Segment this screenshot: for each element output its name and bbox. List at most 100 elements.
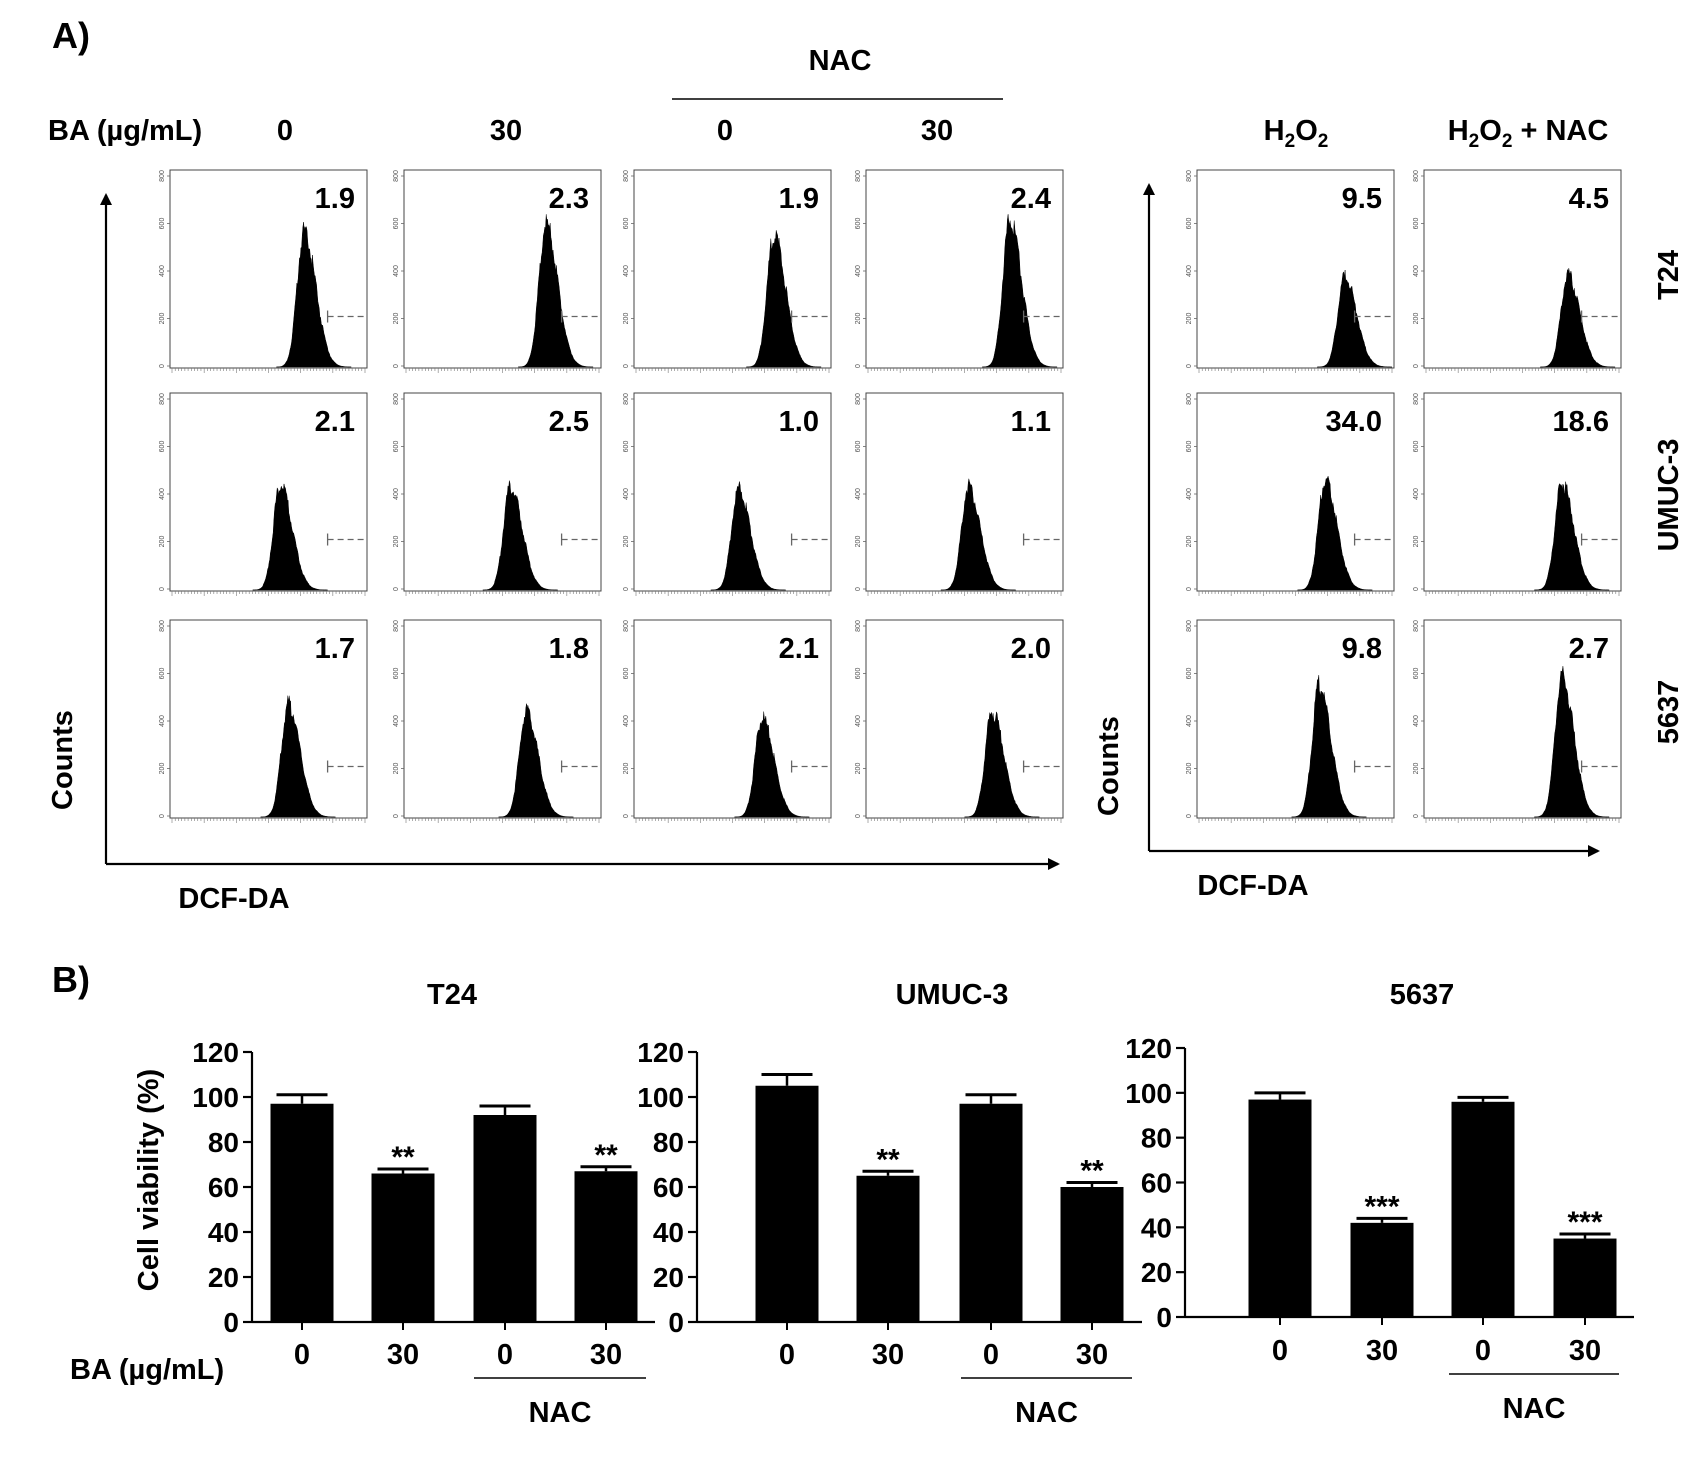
histogram-grid: 0 200 400 600 800 1.9 0 200 400 600 800 2.3 0 200 400 6…	[159, 169, 1622, 823]
category-label: 0	[779, 1339, 795, 1371]
histogram-y-tick-label: 800	[1413, 393, 1420, 405]
category-label: 0	[983, 1339, 999, 1371]
histogram-y-tick-label: 200	[1413, 536, 1420, 548]
category-label: 30	[590, 1339, 622, 1371]
histogram-value: 2.1	[315, 406, 355, 438]
histogram-y-tick-label: 800	[623, 170, 630, 182]
ba-label-a: BA (µg/mL)	[48, 115, 202, 147]
histogram-value: 1.9	[315, 183, 355, 215]
histogram-frame	[169, 619, 368, 819]
histogram-value: 9.8	[1342, 633, 1382, 665]
histogram-y-tick-label: 0	[1186, 814, 1193, 818]
category-label: 30	[1076, 1339, 1108, 1371]
histogram-y-tick-label: 400	[1413, 715, 1420, 727]
histogram-panel-l0-2: 0 200 400 600 800 1.9	[623, 169, 832, 373]
chart-title: 5637	[1390, 979, 1455, 1011]
histogram-y-tick-label: 200	[159, 313, 166, 325]
histogram-distribution	[276, 222, 352, 368]
histogram-y-tick-label: 0	[1413, 587, 1420, 591]
histogram-value: 34.0	[1326, 406, 1382, 438]
histogram-frame	[403, 619, 602, 819]
bar	[755, 1085, 819, 1322]
histogram-y-tick-label: 400	[393, 265, 400, 277]
y-tick-label: 60	[208, 1172, 239, 1203]
histogram-distribution	[517, 214, 594, 368]
histogram-frame	[633, 169, 832, 369]
bar	[473, 1115, 537, 1322]
bar-charts: T24 0 20 40 60 80 100 120 0 30 ** 0 30 ** NAC UMUC-3 0 20…	[192, 979, 1634, 1429]
y-tick-label: 20	[653, 1262, 684, 1293]
y-tick-label: 20	[1141, 1257, 1172, 1288]
bar-chart-umuc-3: UMUC-3 0 20 40 60 80 100 120 0 30 ** 0 30 ** NAC	[637, 979, 1142, 1429]
histogram-frame	[1423, 619, 1622, 819]
histogram-y-tick-label: 800	[623, 620, 630, 632]
histogram-distribution	[982, 214, 1058, 368]
histogram-y-tick-label: 200	[1186, 763, 1193, 775]
histogram-panel-r2-1: 0 200 400 600 800 2.7	[1413, 619, 1622, 823]
histogram-panel-l2-3: 0 200 400 600 800 2.0	[855, 619, 1064, 823]
category-label: 30	[872, 1339, 904, 1371]
histogram-y-tick-label: 400	[623, 715, 630, 727]
histogram-y-tick-label: 600	[393, 218, 400, 230]
histogram-panel-l1-2: 0 200 400 600 800 1.0	[623, 392, 832, 596]
nac-label: NAC	[1015, 1397, 1078, 1429]
histogram-y-tick-label: 400	[855, 715, 862, 727]
nac-label: NAC	[1503, 1393, 1566, 1425]
significance-marker: ***	[1567, 1206, 1602, 1239]
y-tick-label: 120	[1125, 1033, 1172, 1064]
histogram-y-tick-label: 200	[855, 313, 862, 325]
chart-title: UMUC-3	[896, 979, 1009, 1011]
panel-b-label: B)	[52, 959, 90, 1000]
histogram-y-tick-label: 600	[623, 668, 630, 680]
histogram-y-tick-label: 400	[393, 488, 400, 500]
bar	[856, 1175, 920, 1322]
significance-marker: ***	[1364, 1190, 1399, 1223]
histogram-value: 2.1	[779, 633, 819, 665]
histogram-y-tick-label: 800	[855, 393, 862, 405]
histogram-y-tick-label: 400	[855, 488, 862, 500]
histogram-y-tick-label: 600	[159, 218, 166, 230]
category-label: 30	[1569, 1335, 1601, 1367]
significance-marker: **	[594, 1139, 618, 1172]
histogram-y-tick-label: 600	[1413, 218, 1420, 230]
y-tick-label: 80	[208, 1127, 239, 1158]
histogram-y-tick-label: 600	[1413, 668, 1420, 680]
histogram-y-tick-label: 800	[1186, 170, 1193, 182]
category-label: 0	[294, 1339, 310, 1371]
histogram-y-tick-label: 400	[623, 488, 630, 500]
histogram-y-tick-label: 0	[393, 814, 400, 818]
panel-a-label: A)	[52, 15, 90, 56]
histogram-y-tick-label: 600	[1186, 668, 1193, 680]
histogram-distribution	[1534, 666, 1610, 818]
bar-chart-5637: 5637 0 20 40 60 80 100 120 0 30 *** 0 30 *** NAC	[1125, 979, 1634, 1425]
histogram-panel-l1-3: 0 200 400 600 800 1.1	[855, 392, 1064, 596]
col-label-2: 30	[490, 115, 522, 147]
histogram-y-tick-label: 0	[855, 364, 862, 368]
dcf-label-right: DCF-DA	[1197, 870, 1308, 902]
histogram-distribution	[734, 711, 810, 818]
histogram-y-tick-label: 600	[855, 668, 862, 680]
histogram-panel-l1-1: 0 200 400 600 800 2.5	[393, 392, 602, 596]
histogram-y-tick-label: 600	[855, 441, 862, 453]
col-label-3: 0	[717, 115, 733, 147]
bar	[1350, 1222, 1414, 1317]
histogram-y-tick-label: 0	[623, 814, 630, 818]
histogram-frame	[1196, 392, 1395, 592]
y-tick-label: 80	[1141, 1123, 1172, 1154]
histogram-y-tick-label: 600	[159, 441, 166, 453]
histogram-y-tick-label: 0	[159, 364, 166, 368]
histogram-panel-l2-2: 0 200 400 600 800 2.1	[623, 619, 832, 823]
histogram-y-tick-label: 200	[159, 536, 166, 548]
histogram-y-tick-label: 0	[855, 814, 862, 818]
bar	[1248, 1099, 1312, 1317]
histogram-y-tick-label: 200	[623, 313, 630, 325]
bar	[1553, 1238, 1617, 1317]
histogram-value: 2.4	[1011, 183, 1051, 215]
row-label-t24: T24	[1653, 250, 1685, 300]
histogram-value: 9.5	[1342, 183, 1382, 215]
histogram-y-tick-label: 200	[855, 763, 862, 775]
y-tick-label: 0	[223, 1307, 239, 1338]
histogram-y-tick-label: 800	[393, 170, 400, 182]
histogram-frame	[403, 169, 602, 369]
counts-label-left: Counts	[47, 710, 79, 810]
